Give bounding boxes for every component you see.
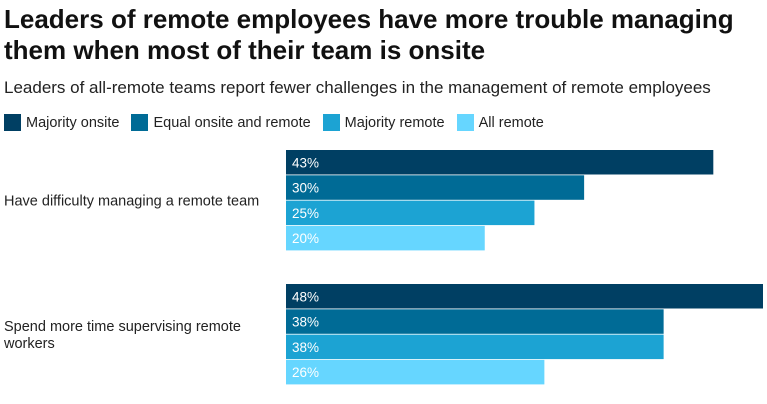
bar: [286, 334, 664, 360]
legend-label: Majority remote: [344, 114, 445, 131]
data-label: 20%: [292, 231, 319, 246]
legend-item-equal: Equal onsite and remote: [131, 114, 311, 131]
data-label: 38%: [292, 340, 319, 355]
legend-label: All remote: [478, 114, 544, 131]
legend-swatch: [4, 114, 21, 131]
legend: Majority onsite Equal onsite and remote …: [4, 114, 556, 131]
legend-item-majority-onsite: Majority onsite: [4, 114, 119, 131]
bar: [286, 150, 714, 175]
legend-label: Majority onsite: [26, 114, 120, 131]
category-label: Have difficulty managing a remote team: [4, 194, 259, 210]
bar: [286, 200, 535, 226]
legend-label: Equal onsite and remote: [153, 114, 311, 131]
data-label: 25%: [292, 206, 319, 221]
legend-swatch: [322, 114, 340, 131]
data-label: 30%: [292, 181, 319, 196]
data-label: 43%: [292, 155, 319, 170]
legend-item-majority-remote: Majority remote: [322, 114, 445, 131]
chart-subtitle: Leaders of all-remote teams report fewer…: [4, 78, 711, 97]
bar: [286, 175, 585, 200]
category-label: workers: [3, 336, 55, 352]
data-label: 48%: [292, 289, 319, 304]
category-label: Spend more time supervising remote: [4, 319, 241, 335]
bar: [286, 225, 485, 251]
legend-item-all-remote: All remote: [456, 114, 544, 131]
data-label: 26%: [292, 365, 319, 380]
legend-swatch: [456, 114, 474, 131]
bar: [286, 309, 664, 334]
legend-swatch: [131, 114, 149, 131]
bar: [286, 284, 763, 309]
data-label: 38%: [292, 315, 319, 330]
bar: [286, 359, 545, 385]
chart-title: Leaders of remote employees have more tr…: [4, 4, 734, 65]
